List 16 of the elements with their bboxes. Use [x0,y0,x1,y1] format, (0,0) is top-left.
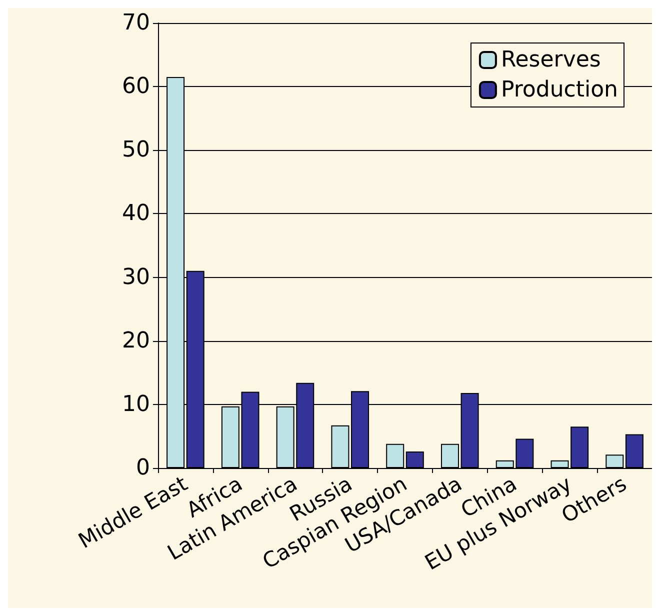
bar [440,444,459,468]
bar [386,444,404,468]
y-tick-label: 0 [136,456,150,480]
y-tick-label: 20 [122,328,150,354]
legend-label: Production [500,78,618,102]
y-tick-label: 10 [122,392,150,417]
legend-label: Reserves [500,48,601,72]
bar [625,434,644,468]
y-tick-label: 50 [122,138,150,163]
y-tick-label: 30 [122,264,150,290]
bar [331,425,350,468]
y-tick-label: 70 [122,10,150,36]
bar [406,451,424,468]
y-tick-label: 60 [122,74,150,100]
bar [606,454,624,468]
y-tick-label: 40 [122,201,150,226]
